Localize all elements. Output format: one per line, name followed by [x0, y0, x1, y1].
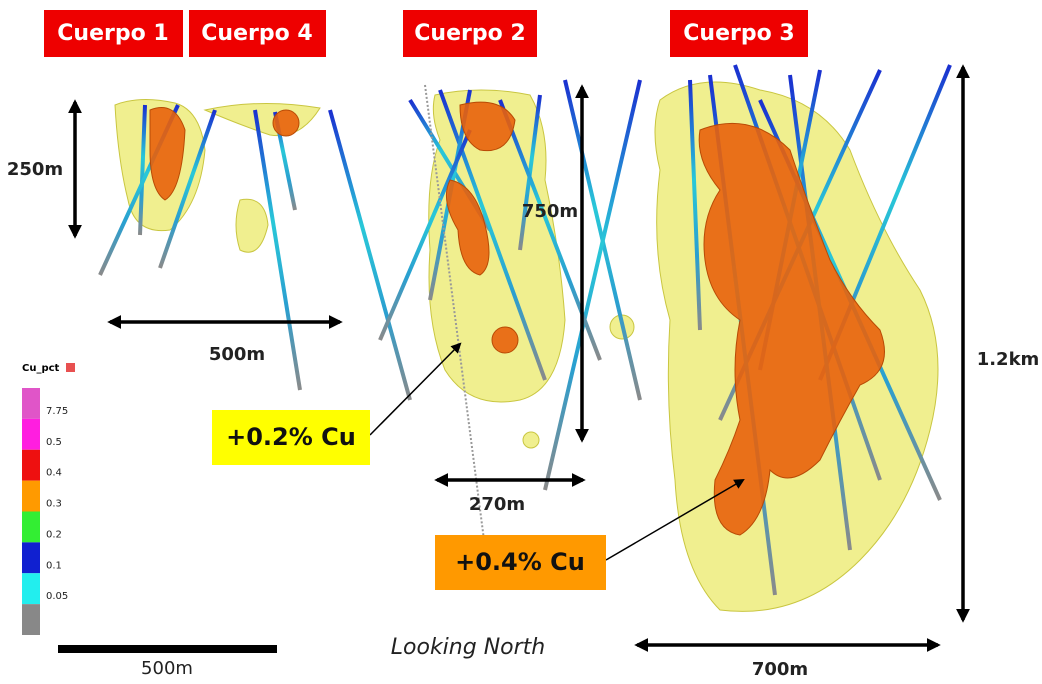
legend-swatch	[22, 481, 40, 512]
legend-swatch	[22, 388, 40, 419]
body-labels: Cuerpo 1 Cuerpo 4 Cuerpo 2 Cuerpo 3	[44, 10, 808, 57]
legend-swatch	[22, 450, 40, 481]
dimension-label: 700m	[752, 659, 808, 680]
legend-label: 0.5	[46, 437, 62, 448]
dimension-label: 750m	[522, 201, 578, 222]
scale-bar	[58, 645, 277, 653]
dimension-label: 1.2km	[977, 349, 1040, 370]
diagram: Cuerpo 1 Cuerpo 4 Cuerpo 2 Cuerpo 3 250m…	[0, 0, 1042, 684]
legend-swatch	[22, 604, 40, 635]
legend-label: 0.05	[46, 591, 68, 602]
legend-label: 0.1	[46, 560, 62, 571]
annotation: +0.2% Cu	[226, 423, 356, 451]
legend-close[interactable]	[66, 363, 75, 372]
dimension-label: 270m	[469, 494, 525, 515]
legend-label: 0.4	[46, 468, 62, 479]
legend-swatch	[22, 542, 40, 573]
legend-label: 0.3	[46, 499, 62, 510]
legend-label: 0.2	[46, 529, 62, 540]
body-label: Cuerpo 2	[414, 21, 525, 46]
dimension-label: 500m	[209, 344, 265, 365]
legend-title: Cu_pct	[22, 363, 60, 374]
annotation: +0.4% Cu	[455, 548, 585, 576]
dimension-label: 250m	[7, 159, 63, 180]
legend-swatch	[22, 419, 40, 450]
body-label: Cuerpo 3	[683, 21, 794, 46]
scale-label: 500m	[141, 658, 193, 679]
legend: Cu_pct 7.75 0.5 0.4 0.3 0.2 0.1 0.05	[22, 363, 75, 635]
legend-swatch	[22, 512, 40, 543]
legend-swatch	[22, 573, 40, 604]
pointer	[370, 344, 460, 435]
legend-label: 7.75	[46, 406, 68, 417]
body-label: Cuerpo 1	[57, 21, 168, 46]
view-label: Looking North	[391, 635, 545, 660]
body-label: Cuerpo 4	[201, 21, 312, 46]
